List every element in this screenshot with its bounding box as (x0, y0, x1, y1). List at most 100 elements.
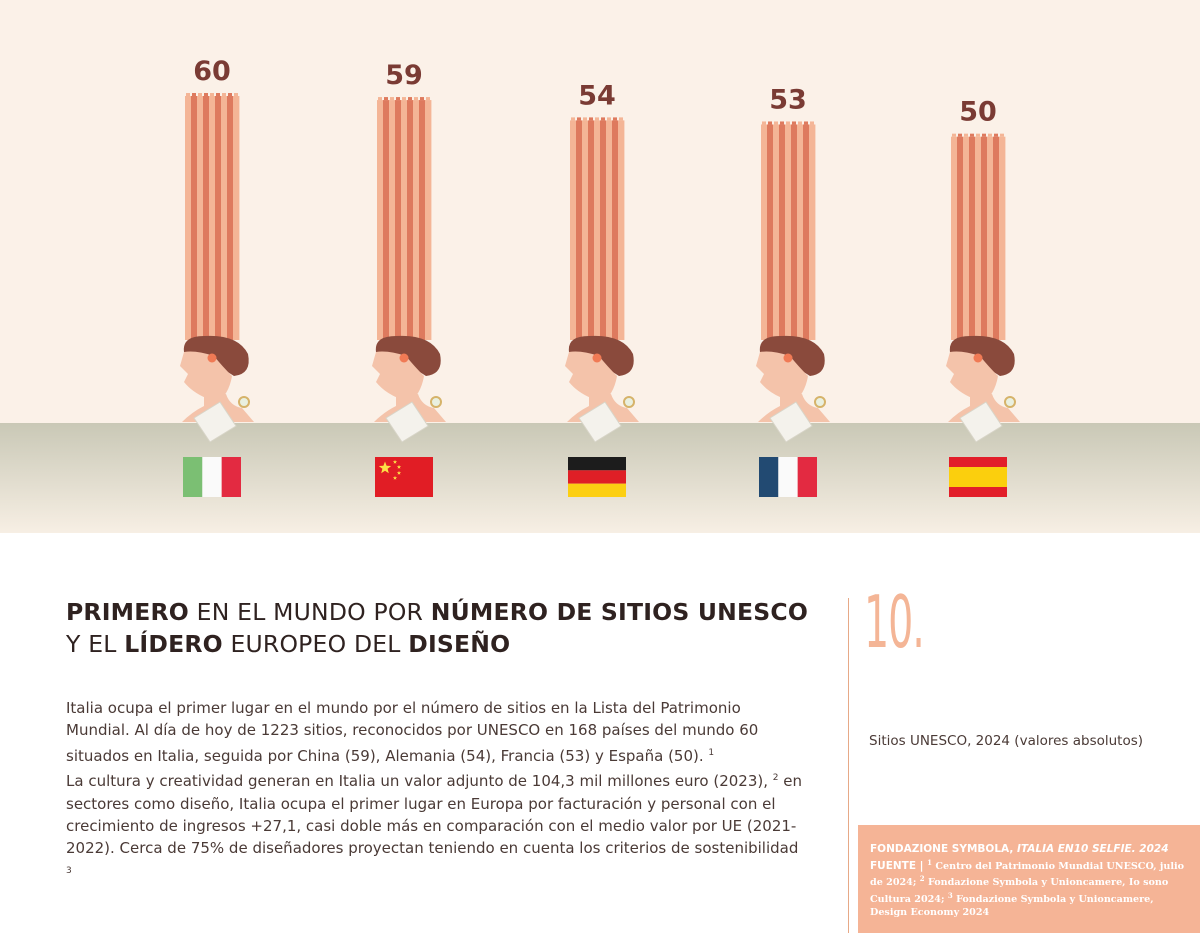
bar-stripe (594, 120, 601, 341)
face (565, 351, 617, 398)
bar-crown (595, 117, 599, 121)
headline-part2: EN EL MUNDO POR (188, 598, 431, 626)
bar-crown (420, 97, 424, 101)
flag-star (396, 470, 402, 475)
bar-stripe (803, 124, 810, 340)
bar-crown (982, 133, 986, 137)
bar-stripe (582, 120, 589, 341)
document (193, 401, 237, 443)
bar-crown (792, 121, 796, 125)
body-paragraph-1: Italia ocupa el primer lugar en el mundo… (66, 697, 806, 767)
hair (183, 335, 249, 376)
ear (207, 353, 217, 363)
rosette-icon (430, 396, 442, 408)
divider (848, 598, 849, 933)
bar-stripe (963, 136, 970, 340)
bar-stripe (785, 124, 792, 340)
bar-stripe (425, 100, 432, 340)
bar-crown (780, 121, 784, 125)
bar-crown (1000, 133, 1004, 137)
ear (973, 353, 983, 363)
bar-stripe (779, 124, 786, 340)
bar-crown (204, 93, 208, 96)
bar (761, 121, 816, 340)
flag-stripe (759, 457, 779, 497)
bar-stripe (227, 96, 234, 340)
ear (592, 353, 602, 363)
flag-stripe (949, 467, 1007, 487)
source-pub-text: FONDAZIONE SYMBOLA, (870, 843, 1017, 855)
bar-stripe (401, 100, 408, 340)
bar-stripe (570, 120, 577, 341)
ear (783, 353, 793, 363)
italy-flag-icon (183, 457, 241, 497)
source-2: Fondazione Symbola y Unioncamere, Io son… (870, 877, 1169, 906)
flag-stripe (949, 457, 1007, 467)
bar-crown (234, 93, 238, 96)
document (769, 401, 813, 443)
bar-crown (964, 133, 968, 137)
bar-crown (571, 117, 575, 121)
bar-stripe (209, 96, 216, 340)
bar-crown (192, 93, 196, 96)
headline-part4: Y EL (66, 630, 125, 658)
flag-stripe (568, 457, 626, 471)
bar-crown (414, 97, 418, 101)
bar-stripe (215, 96, 222, 340)
bar-crown (994, 133, 998, 137)
germany-flag-icon (568, 457, 626, 497)
bar-crown (988, 133, 992, 137)
bar-stripe (233, 96, 240, 340)
bar-crown (384, 97, 388, 101)
bar-stripe (377, 100, 384, 340)
rosette-icon (1004, 396, 1016, 408)
bar-crown (583, 117, 587, 121)
rosette-icon (238, 396, 250, 408)
document (578, 401, 622, 443)
document (385, 401, 429, 443)
flag-stripe (949, 487, 1007, 497)
bar-crown (958, 133, 962, 137)
bar-stripe (957, 136, 964, 340)
flag-stripe (568, 483, 626, 497)
bar-crown (762, 121, 766, 125)
bar (185, 93, 240, 340)
bar-crown (607, 117, 611, 121)
bar-crown (970, 133, 974, 137)
bar-crown (774, 121, 778, 125)
section-number: 10. (864, 580, 925, 664)
bar-stripe (606, 120, 613, 341)
flag-stripe (202, 457, 222, 497)
bar-crown (601, 117, 605, 121)
headline-part1: PRIMERO (66, 598, 189, 626)
value-label: 54 (578, 80, 616, 111)
bar-crown (396, 97, 400, 101)
bar-stripe (975, 136, 982, 340)
footnote-ref-3: 3 (66, 865, 72, 876)
bar-crown (378, 97, 382, 101)
bar-stripe (987, 136, 994, 340)
bar-stripe (203, 96, 210, 340)
bar-stripe (185, 96, 192, 340)
face (180, 351, 232, 398)
source-ref-3: 3 (947, 890, 953, 900)
flag-stripe (221, 457, 241, 497)
source-ref-2: 2 (919, 874, 925, 884)
bar-stripe (197, 96, 204, 340)
china-flag-icon (375, 457, 433, 497)
value-label: 59 (385, 60, 423, 91)
bar-stripe (999, 136, 1006, 340)
body-text: Italia ocupa el primer lugar en el mundo… (66, 697, 806, 885)
bar-stripe (993, 136, 1000, 340)
headline-part3: NÚMERO DE SITIOS UNESCO (430, 598, 809, 626)
bar-stripe (809, 124, 816, 340)
bar-figure-1: 59 (372, 60, 446, 443)
bar-crown (222, 93, 226, 96)
bar-figure-4: 50 (946, 97, 1020, 443)
source-pub-italic: ITALIA EN10 SELFIE. 2024 (1017, 843, 1169, 855)
bar-stripe (407, 100, 414, 340)
hair (759, 335, 825, 376)
bar-crown (804, 121, 808, 125)
bar-crown (798, 121, 802, 125)
ear (399, 353, 409, 363)
